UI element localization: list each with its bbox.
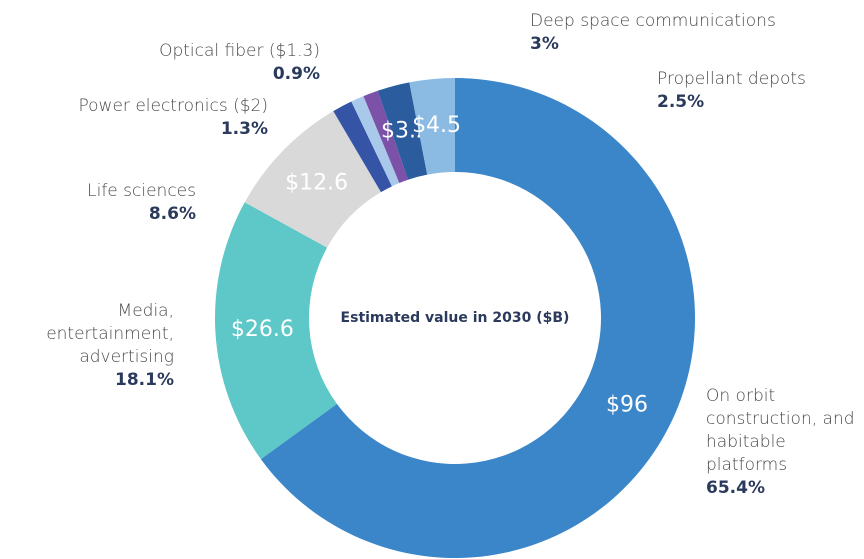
segment-label: On orbit construction, and habitable pla… (706, 385, 856, 500)
percent-label: 1.3% (220, 119, 268, 139)
donut-segment (244, 111, 381, 248)
segment-label: Power electronics ($2) 1.3% (0, 95, 268, 141)
donut-segment (363, 90, 409, 184)
donut-segment (260, 78, 695, 558)
donut-segment (333, 101, 392, 193)
donut-segment (215, 202, 337, 460)
percent-label: 0.9% (272, 64, 320, 84)
category-label: Optical fiber ($1.3) (159, 41, 320, 61)
segment-label: Life sciences 8.6% (0, 180, 196, 226)
category-label: On orbit construction, and habitable pla… (706, 386, 855, 475)
segment-label: Media, entertainment, advertising 18.1% (0, 300, 174, 392)
category-label: Propellant depots (657, 69, 806, 89)
value-label: $96 (606, 393, 648, 418)
segment-label: Deep space communications 3% (530, 10, 860, 56)
segment-label: Optical fiber ($1.3) 0.9% (20, 40, 320, 86)
donut-segment (377, 82, 428, 180)
percent-label: 65.4% (706, 478, 765, 498)
donut-segment (351, 96, 400, 187)
percent-label: 2.5% (657, 92, 705, 112)
category-label: Power electronics ($2) (78, 96, 268, 116)
value-label: $4.5 (412, 113, 461, 138)
segment-label: Propellant depots 2.5% (657, 68, 857, 114)
value-label: $26.6 (231, 317, 294, 342)
category-label: Life sciences (87, 181, 196, 201)
category-label: Media, entertainment, advertising (46, 301, 174, 367)
donut-segment (409, 78, 455, 175)
center-label: Estimated value in 2030 ($B) (341, 310, 570, 326)
percent-label: 3% (530, 34, 559, 54)
percent-label: 8.6% (148, 204, 196, 224)
category-label: Deep space communications (530, 11, 776, 31)
percent-label: 18.1% (115, 370, 174, 390)
value-label: $12.6 (285, 171, 348, 196)
